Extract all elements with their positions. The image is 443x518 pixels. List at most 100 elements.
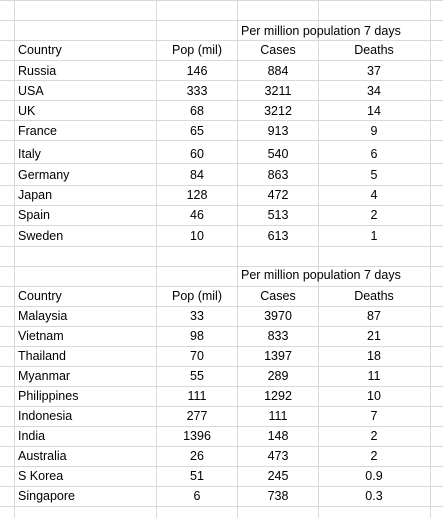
cases-cell[interactable]: 289 xyxy=(267,369,289,383)
deaths-cell[interactable]: 10 xyxy=(367,389,381,403)
country-column-header[interactable]: Country xyxy=(18,289,62,303)
country-cell[interactable]: Germany xyxy=(18,168,70,182)
cases-cell[interactable]: 738 xyxy=(267,489,289,503)
deaths-cell[interactable]: 21 xyxy=(367,329,381,343)
deaths-cell[interactable]: 11 xyxy=(367,369,381,383)
deaths-cell[interactable]: 0.9 xyxy=(365,469,383,483)
pop-cell[interactable]: 98 xyxy=(190,329,204,343)
deaths-column-header[interactable]: Deaths xyxy=(354,289,394,303)
grid-row-line xyxy=(0,306,443,307)
cases-cell[interactable]: 111 xyxy=(268,409,288,423)
grid-row-line xyxy=(0,426,443,427)
deaths-cell[interactable]: 5 xyxy=(370,168,378,182)
country-cell[interactable]: S Korea xyxy=(18,469,64,483)
grid-row-line xyxy=(0,40,443,41)
deaths-cell[interactable]: 2 xyxy=(370,449,378,463)
grid-column-line xyxy=(318,0,319,518)
deaths-cell[interactable]: 14 xyxy=(367,104,381,118)
cases-cell[interactable]: 3970 xyxy=(264,309,292,323)
grid-row-line xyxy=(0,100,443,101)
cases-cell[interactable]: 513 xyxy=(267,208,289,222)
grid-row-line xyxy=(0,0,443,1)
country-cell[interactable]: France xyxy=(18,124,57,138)
deaths-cell[interactable]: 18 xyxy=(367,349,381,363)
country-cell[interactable]: India xyxy=(18,429,46,443)
cases-cell[interactable]: 245 xyxy=(267,469,289,483)
deaths-cell[interactable]: 37 xyxy=(367,64,381,78)
deaths-cell[interactable]: 87 xyxy=(367,309,381,323)
country-cell[interactable]: Vietnam xyxy=(18,329,64,343)
deaths-cell[interactable]: 6 xyxy=(370,147,378,161)
pop-cell[interactable]: 146 xyxy=(186,64,208,78)
deaths-cell[interactable]: 7 xyxy=(370,409,378,423)
pop-cell[interactable]: 33 xyxy=(190,309,204,323)
grid-row-line xyxy=(0,386,443,387)
country-cell[interactable]: Russia xyxy=(18,64,57,78)
cases-cell[interactable]: 913 xyxy=(267,124,289,138)
grid-column-line xyxy=(14,0,15,518)
country-cell[interactable]: Australia xyxy=(18,449,67,463)
cases-column-header[interactable]: Cases xyxy=(260,289,296,303)
country-cell[interactable]: Japan xyxy=(18,188,53,202)
cases-cell[interactable]: 3211 xyxy=(264,84,292,98)
pop-cell[interactable]: 128 xyxy=(186,188,208,202)
pop-cell[interactable]: 26 xyxy=(190,449,204,463)
pop-cell[interactable]: 10 xyxy=(190,229,204,243)
grid-row-line xyxy=(0,185,443,186)
country-cell[interactable]: Thailand xyxy=(18,349,66,363)
group-header[interactable]: Per million population 7 days xyxy=(241,24,401,38)
pop-cell[interactable]: 68 xyxy=(190,104,204,118)
deaths-cell[interactable]: 2 xyxy=(370,429,378,443)
cases-cell[interactable]: 613 xyxy=(267,229,289,243)
cases-cell[interactable]: 540 xyxy=(267,147,289,161)
country-cell[interactable]: Malaysia xyxy=(18,309,68,323)
country-cell[interactable]: Sweden xyxy=(18,229,64,243)
pop-cell[interactable]: 6 xyxy=(193,489,201,503)
grid-row-line xyxy=(0,346,443,347)
cases-cell[interactable]: 833 xyxy=(267,329,289,343)
country-cell[interactable]: Singapore xyxy=(18,489,75,503)
pop-column-header[interactable]: Pop (mil) xyxy=(171,289,222,303)
country-column-header[interactable]: Country xyxy=(18,43,62,57)
pop-cell[interactable]: 51 xyxy=(190,469,204,483)
pop-cell[interactable]: 70 xyxy=(190,349,204,363)
deaths-column-header[interactable]: Deaths xyxy=(354,43,394,57)
cases-cell[interactable]: 1292 xyxy=(264,389,292,403)
deaths-cell[interactable]: 0.3 xyxy=(365,489,383,503)
pop-cell[interactable]: 65 xyxy=(190,124,204,138)
cases-cell[interactable]: 1397 xyxy=(264,349,292,363)
cases-cell[interactable]: 473 xyxy=(267,449,289,463)
pop-cell[interactable]: 333 xyxy=(186,84,208,98)
deaths-cell[interactable]: 9 xyxy=(370,124,378,138)
country-cell[interactable]: Spain xyxy=(18,208,50,222)
group-header[interactable]: Per million population 7 days xyxy=(241,268,401,282)
country-cell[interactable]: Indonesia xyxy=(18,409,73,423)
deaths-cell[interactable]: 1 xyxy=(370,229,378,243)
cases-cell[interactable]: 3212 xyxy=(264,104,292,118)
deaths-cell[interactable]: 2 xyxy=(370,208,378,222)
grid-column-line xyxy=(156,0,157,518)
cases-column-header[interactable]: Cases xyxy=(260,43,296,57)
country-cell[interactable]: USA xyxy=(18,84,44,98)
cases-cell[interactable]: 148 xyxy=(267,429,289,443)
pop-column-header[interactable]: Pop (mil) xyxy=(171,43,222,57)
country-cell[interactable]: Myanmar xyxy=(18,369,71,383)
deaths-cell[interactable]: 34 xyxy=(367,84,381,98)
cases-cell[interactable]: 863 xyxy=(267,168,289,182)
pop-cell[interactable]: 1396 xyxy=(183,429,211,443)
cases-cell[interactable]: 884 xyxy=(267,64,289,78)
grid-row-line xyxy=(0,120,443,121)
grid-row-line xyxy=(0,366,443,367)
pop-cell[interactable]: 60 xyxy=(190,147,204,161)
deaths-cell[interactable]: 4 xyxy=(370,188,378,202)
country-cell[interactable]: UK xyxy=(18,104,36,118)
pop-cell[interactable]: 46 xyxy=(190,208,204,222)
pop-cell[interactable]: 111 xyxy=(187,389,207,403)
pop-cell[interactable]: 84 xyxy=(190,168,204,182)
pop-cell[interactable]: 55 xyxy=(190,369,204,383)
cases-cell[interactable]: 472 xyxy=(267,188,289,202)
country-cell[interactable]: Philippines xyxy=(18,389,79,403)
pop-cell[interactable]: 277 xyxy=(186,409,208,423)
country-cell[interactable]: Italy xyxy=(18,147,41,161)
